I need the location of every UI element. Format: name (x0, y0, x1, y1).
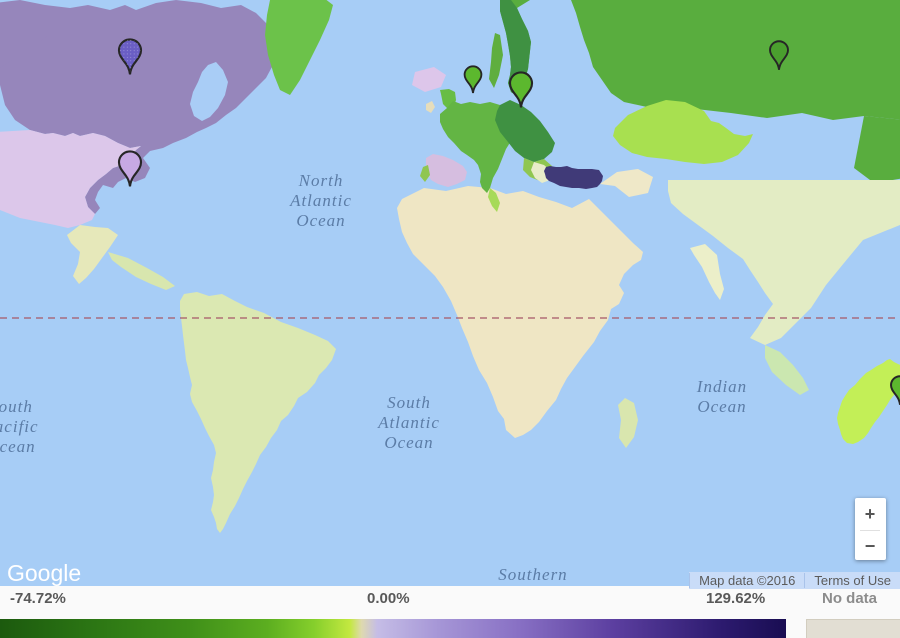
svg-text:Ocean: Ocean (384, 433, 433, 452)
svg-text:South: South (0, 397, 33, 416)
svg-text:North: North (298, 171, 344, 190)
svg-text:Atlantic: Atlantic (377, 413, 440, 432)
svg-text:Pacific: Pacific (0, 417, 39, 436)
svg-text:Ocean: Ocean (296, 211, 345, 230)
svg-text:Southern: Southern (498, 565, 567, 584)
svg-text:South: South (387, 393, 431, 412)
svg-text:Ocean: Ocean (697, 397, 746, 416)
svg-text:Ocean: Ocean (0, 437, 36, 456)
svg-text:Indian: Indian (696, 377, 747, 396)
svg-text:Atlantic: Atlantic (289, 191, 352, 210)
